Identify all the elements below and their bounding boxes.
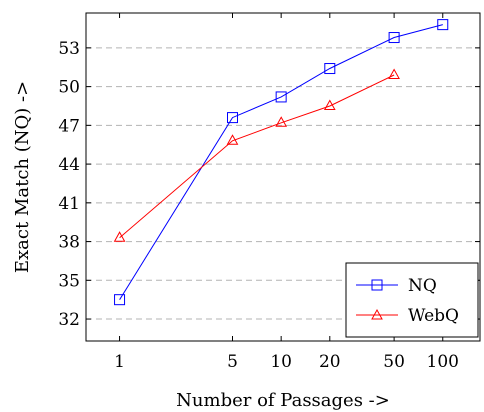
x-tick-label: 1 [114,352,125,372]
data-point-nq [437,19,449,31]
data-point-nq [388,32,400,44]
x-tick-label: 50 [383,352,405,372]
y-axis-label: Exact Match (NQ) -> [12,81,33,273]
data-point-nq [275,91,287,103]
legend-label-nq: NQ [408,276,437,296]
x-tick-label: 5 [227,352,238,372]
legend-marker-nq [371,279,383,291]
data-point-nq [324,63,336,75]
data-point-nq [227,112,239,124]
y-tick-label: 47 [58,116,80,136]
y-tick-label: 50 [58,78,80,98]
x-tick-label: 10 [270,352,292,372]
y-tick-label: 32 [58,310,80,330]
y-tick-label: 44 [58,155,80,175]
grid-layer [86,47,480,320]
series-line-webq [119,74,395,239]
data-point-webq [113,231,126,242]
x-tick-label: 100 [427,352,459,372]
y-tick-label: 35 [58,271,80,291]
y-tick-label: 41 [58,194,80,214]
data-point-webq [323,99,336,110]
x-axis-label: Number of Passages -> [176,390,390,411]
data-point-webq [388,68,400,79]
legend-box [345,262,479,338]
data-point-nq [114,294,126,306]
series-layer [113,19,449,306]
series-line-nq [119,24,443,300]
data-point-webq [275,116,288,127]
y-tick-label: 53 [58,39,80,59]
legend-marker-webq [371,308,383,320]
x-tick-label: 20 [319,352,341,372]
legend: NQ WebQ [345,262,479,338]
legend-label-webq: WebQ [408,306,459,326]
tick-layer: 32 35 38 41 44 47 50 53 1 5 10 20 50 100 [58,13,480,372]
plot-frame [85,12,481,342]
y-tick-label: 38 [58,233,80,253]
data-point-webq [226,134,239,145]
